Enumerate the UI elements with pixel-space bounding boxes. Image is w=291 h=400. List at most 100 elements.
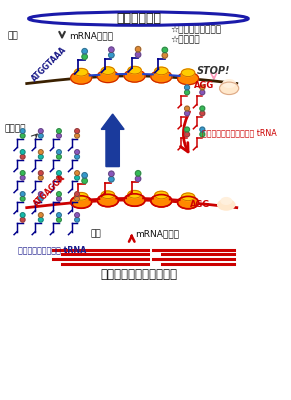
Text: ATGAGGA: ATGAGGA [32,173,67,208]
Text: mRNAの合成: mRNAの合成 [69,31,113,40]
Circle shape [38,176,43,180]
Ellipse shape [181,69,195,76]
Circle shape [56,218,61,222]
Circle shape [75,196,79,201]
Circle shape [200,106,205,111]
Ellipse shape [128,66,141,74]
Circle shape [109,176,114,182]
Ellipse shape [74,68,88,76]
Circle shape [38,154,43,159]
Ellipse shape [155,67,168,75]
Circle shape [75,154,79,159]
Circle shape [82,48,87,54]
Ellipse shape [128,190,141,198]
Circle shape [20,154,25,159]
Circle shape [75,218,79,222]
Circle shape [109,52,114,58]
Circle shape [82,173,87,178]
Circle shape [109,47,114,52]
Circle shape [56,129,61,134]
Ellipse shape [124,70,145,82]
Circle shape [135,171,141,176]
Circle shape [135,52,141,57]
Circle shape [20,213,25,218]
Text: AGG: AGG [190,200,211,209]
Circle shape [184,85,189,90]
Text: ゲノム遺伝子: ゲノム遺伝子 [116,12,161,25]
Circle shape [56,176,61,180]
Ellipse shape [151,70,172,83]
Circle shape [56,134,61,138]
Ellipse shape [151,194,172,207]
Circle shape [184,127,189,132]
Circle shape [109,171,114,176]
Circle shape [200,132,205,137]
Circle shape [20,196,25,201]
Circle shape [20,171,25,176]
Ellipse shape [74,192,88,200]
Ellipse shape [124,194,145,206]
Ellipse shape [221,198,232,204]
Circle shape [135,176,141,182]
Circle shape [38,218,43,222]
Ellipse shape [220,82,239,94]
Circle shape [82,54,87,60]
Text: アミノ酸: アミノ酸 [5,124,26,133]
Ellipse shape [71,196,92,208]
Circle shape [184,90,189,95]
Circle shape [75,171,79,176]
Ellipse shape [218,200,235,210]
Text: ATGGTAAA: ATGGTAAA [31,45,69,84]
Ellipse shape [178,196,198,209]
Circle shape [38,150,43,154]
Ellipse shape [181,193,195,201]
Ellipse shape [101,67,115,74]
Circle shape [20,134,25,138]
Circle shape [184,132,189,137]
Circle shape [75,129,79,134]
Circle shape [38,213,43,218]
Circle shape [38,196,43,201]
Circle shape [75,213,79,218]
Circle shape [38,129,43,134]
Circle shape [75,134,79,138]
Text: AGG: AGG [194,81,214,90]
Circle shape [184,106,189,111]
Circle shape [20,150,25,154]
Circle shape [20,176,25,180]
Text: 大量の通常コドン用 tRNA: 大量の通常コドン用 tRNA [18,245,87,254]
Circle shape [38,192,43,196]
Ellipse shape [101,191,115,198]
Circle shape [200,111,205,116]
Ellipse shape [97,194,118,207]
Circle shape [56,150,61,154]
Text: mRNAの合成: mRNAの合成 [136,229,180,238]
Circle shape [162,47,168,53]
Text: 転写: 転写 [8,31,18,40]
Circle shape [56,196,61,201]
Circle shape [56,213,61,218]
Circle shape [75,192,79,196]
Circle shape [56,154,61,159]
Circle shape [75,150,79,154]
Circle shape [135,46,141,52]
Circle shape [75,176,79,180]
Text: 人工低頻度コドン遺伝子: 人工低頻度コドン遺伝子 [100,268,177,281]
Circle shape [200,90,205,95]
Circle shape [184,111,189,116]
FancyArrow shape [101,114,124,166]
Ellipse shape [178,72,198,85]
Circle shape [82,178,87,184]
Ellipse shape [97,70,118,82]
Circle shape [38,171,43,176]
Circle shape [200,127,205,132]
Circle shape [200,85,205,90]
Text: ☆生育抑制: ☆生育抑制 [170,35,200,44]
Circle shape [56,171,61,176]
Circle shape [162,53,168,58]
Text: ☆蛋白質合成の阻害: ☆蛋白質合成の阻害 [170,26,221,34]
Text: わずかな低頻度コドン用 tRNA: わずかな低頻度コドン用 tRNA [202,129,277,138]
Ellipse shape [155,191,168,199]
Ellipse shape [223,80,235,87]
Circle shape [56,192,61,196]
